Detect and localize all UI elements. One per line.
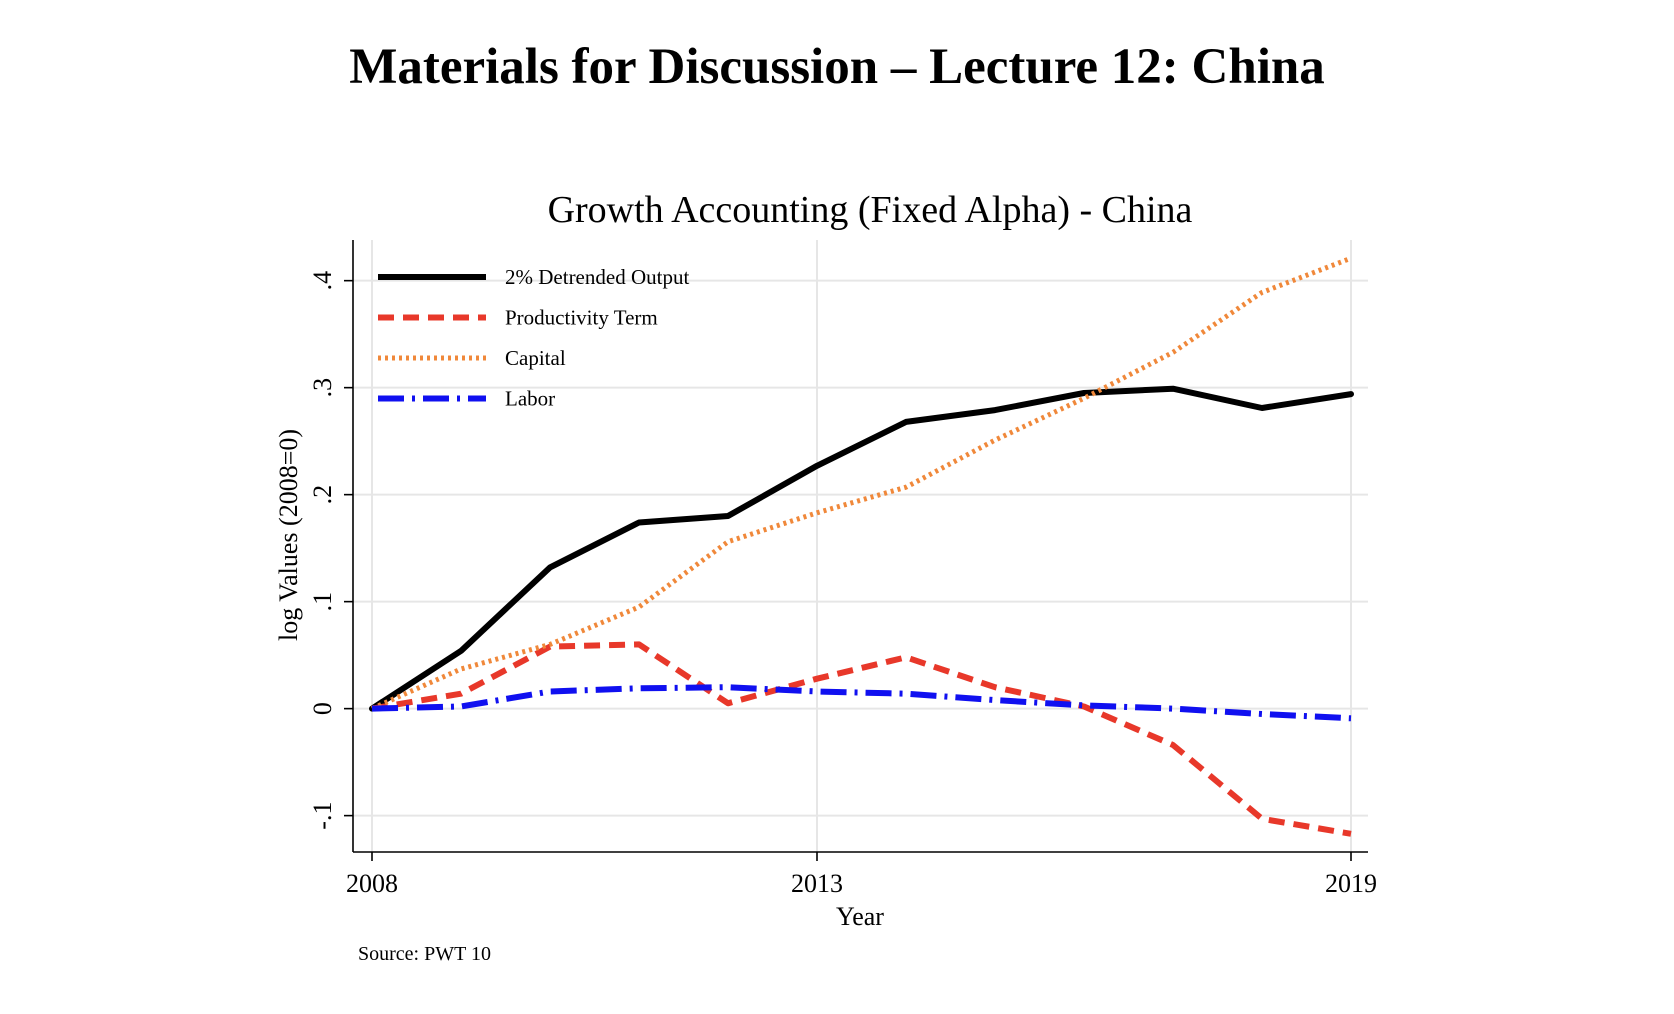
x-axis-label: Year bbox=[836, 902, 884, 931]
y-tick-label: .1 bbox=[308, 592, 337, 612]
y-tick-label: .4 bbox=[308, 271, 337, 291]
grid-lines bbox=[353, 240, 1368, 852]
x-tick-label: 2008 bbox=[346, 869, 398, 898]
y-tick-label: 0 bbox=[308, 702, 337, 715]
y-axis-label: log Values (2008=0) bbox=[274, 429, 303, 641]
legend-label: Labor bbox=[505, 387, 555, 411]
series-lines bbox=[369, 255, 1354, 837]
y-tick-label: -.1 bbox=[308, 802, 337, 830]
source-note: Source: PWT 10 bbox=[358, 943, 491, 965]
chart-title: Growth Accounting (Fixed Alpha) - China bbox=[548, 189, 1193, 231]
y-tick-label: .2 bbox=[308, 485, 337, 505]
legend-label: Capital bbox=[505, 346, 566, 370]
series-line-labor bbox=[371, 684, 1352, 722]
series-line-productivity-term bbox=[371, 641, 1352, 837]
legend: 2% Detrended Output Productivity Term Capi… bbox=[378, 265, 689, 411]
y-tick-label: .3 bbox=[308, 378, 337, 398]
legend-label: 2% Detrended Output bbox=[505, 265, 689, 289]
x-tick-label: 2019 bbox=[1325, 869, 1377, 898]
page-title: Materials for Discussion – Lecture 12: C… bbox=[349, 39, 1325, 95]
axes: -.1 0 .1 .2 .3 .4 2008 2013 2019 bbox=[308, 240, 1377, 898]
legend-label: Productivity Term bbox=[505, 306, 658, 330]
series-line-2-detrended-output bbox=[369, 385, 1354, 712]
x-tick-label: 2013 bbox=[791, 869, 843, 898]
